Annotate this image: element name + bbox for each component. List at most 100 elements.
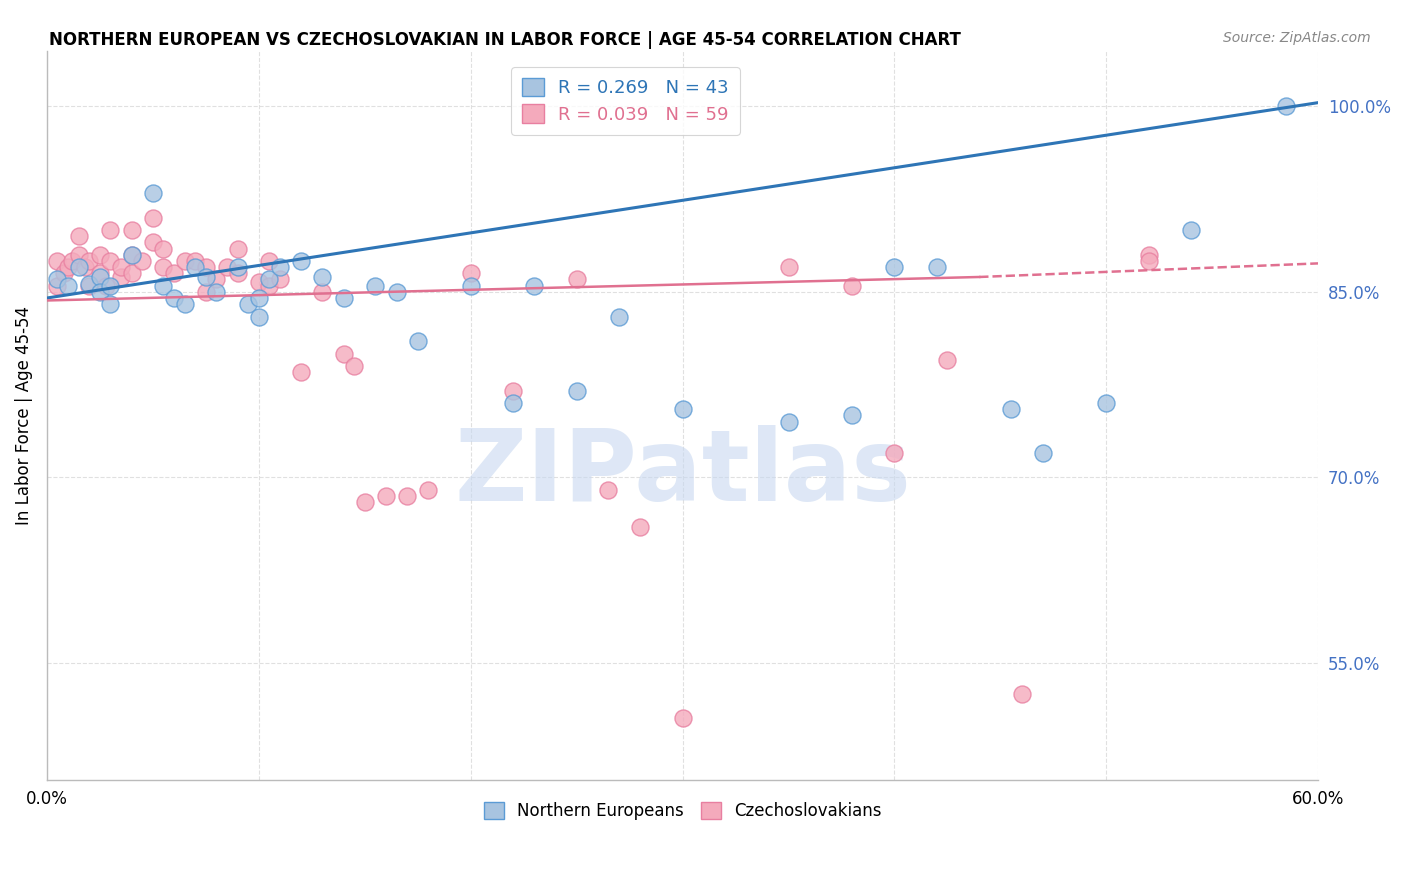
Point [374, 489, 396, 503]
Point [1137, 248, 1160, 262]
Point [1275, 99, 1298, 113]
Point [56, 260, 79, 274]
Point [523, 278, 546, 293]
Point [67, 260, 90, 274]
Point [226, 242, 249, 256]
Point [1180, 223, 1202, 237]
Point [396, 489, 419, 503]
Point [89, 248, 111, 262]
Point [184, 260, 207, 274]
Y-axis label: In Labor Force | Age 45-54: In Labor Force | Age 45-54 [15, 306, 32, 525]
Point [67, 248, 90, 262]
Point [205, 285, 228, 299]
Point [925, 260, 948, 274]
Point [110, 260, 132, 274]
Point [460, 278, 482, 293]
Point [173, 297, 195, 311]
Point [247, 310, 270, 324]
Point [841, 409, 863, 423]
Point [226, 260, 249, 274]
Point [385, 285, 408, 299]
Point [311, 285, 333, 299]
Point [110, 270, 132, 285]
Point [152, 260, 174, 274]
Point [269, 260, 291, 274]
Point [163, 266, 186, 280]
Point [565, 272, 588, 286]
Point [778, 260, 800, 274]
Point [364, 278, 387, 293]
Point [73, 260, 96, 274]
Point [142, 186, 165, 200]
Point [184, 253, 207, 268]
Point [671, 402, 693, 417]
Point [343, 359, 366, 373]
Point [121, 248, 143, 262]
Point [100, 253, 122, 268]
Point [89, 266, 111, 280]
Point [205, 272, 228, 286]
Point [77, 277, 100, 292]
Point [332, 291, 354, 305]
Text: ZIPatlas: ZIPatlas [454, 425, 911, 523]
Point [77, 278, 100, 293]
Point [607, 310, 630, 324]
Point [194, 270, 217, 285]
Point [100, 297, 122, 311]
Point [332, 346, 354, 360]
Point [60, 253, 83, 268]
Point [46, 278, 69, 293]
Point [406, 334, 429, 349]
Point [353, 495, 375, 509]
Point [502, 384, 524, 398]
Point [163, 291, 186, 305]
Point [1011, 687, 1033, 701]
Point [247, 291, 270, 305]
Point [883, 445, 905, 459]
Point [247, 275, 270, 289]
Point [311, 270, 333, 285]
Point [226, 266, 249, 280]
Point [152, 242, 174, 256]
Point [67, 229, 90, 244]
Point [565, 384, 588, 398]
Point [460, 266, 482, 280]
Point [77, 253, 100, 268]
Point [671, 711, 693, 725]
Point [121, 248, 143, 262]
Point [1032, 445, 1054, 459]
Point [936, 352, 959, 367]
Point [502, 396, 524, 410]
Point [418, 483, 440, 497]
Point [1095, 396, 1118, 410]
Point [52, 266, 75, 280]
Point [215, 260, 238, 274]
Point [121, 223, 143, 237]
Point [100, 223, 122, 237]
Point [173, 253, 195, 268]
Point [628, 520, 651, 534]
Point [46, 272, 69, 286]
Point [1137, 253, 1160, 268]
Point [96, 278, 118, 293]
Point [100, 278, 122, 293]
Text: NORTHERN EUROPEAN VS CZECHOSLOVAKIAN IN LABOR FORCE | AGE 45-54 CORRELATION CHAR: NORTHERN EUROPEAN VS CZECHOSLOVAKIAN IN … [49, 31, 962, 49]
Point [1000, 402, 1022, 417]
Point [142, 235, 165, 250]
Point [131, 253, 153, 268]
Point [46, 253, 69, 268]
Point [841, 278, 863, 293]
Text: Source: ZipAtlas.com: Source: ZipAtlas.com [1223, 31, 1371, 45]
Point [121, 266, 143, 280]
Point [290, 253, 312, 268]
Point [883, 260, 905, 274]
Point [194, 260, 217, 274]
Point [89, 285, 111, 299]
Point [290, 365, 312, 379]
Point [269, 272, 291, 286]
Point [142, 211, 165, 225]
Point [238, 297, 260, 311]
Point [259, 272, 281, 286]
Point [56, 278, 79, 293]
Legend: Northern Europeans, Czechoslovakians: Northern Europeans, Czechoslovakians [477, 795, 889, 827]
